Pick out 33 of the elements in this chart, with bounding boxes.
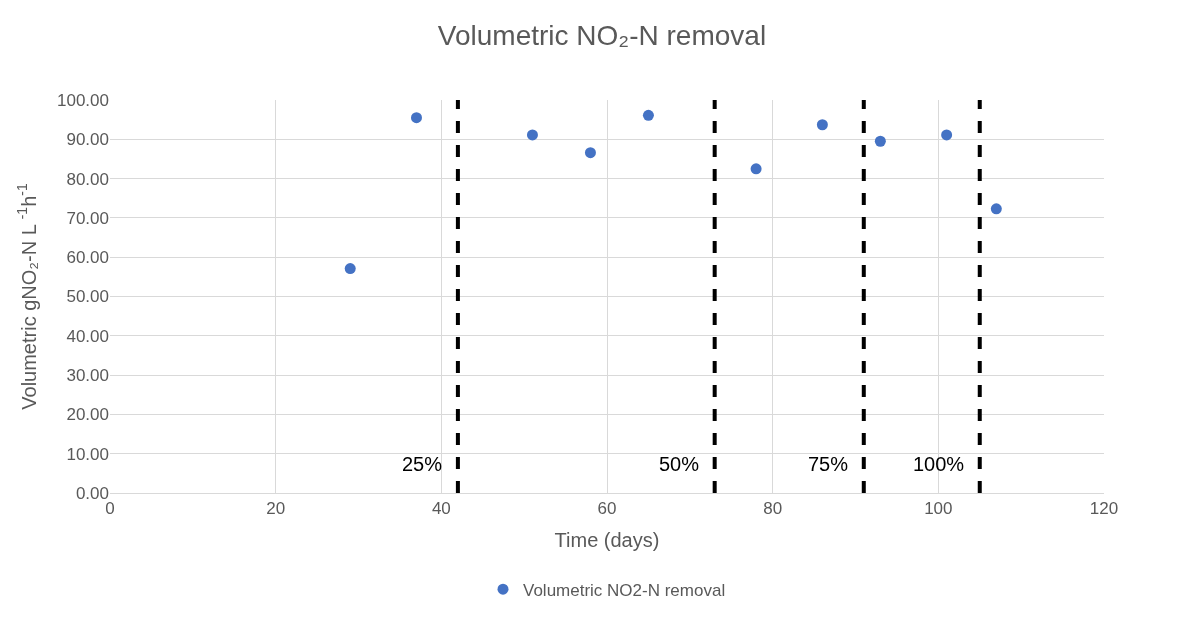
point bbox=[941, 129, 953, 141]
point bbox=[526, 129, 538, 141]
chart-title: Volumetric NO₂-N removal bbox=[437, 19, 767, 51]
annotation: 50% bbox=[659, 453, 700, 475]
point bbox=[344, 263, 356, 275]
y-tick-label: 30.00 bbox=[66, 366, 109, 386]
y-tick-label: 70.00 bbox=[66, 208, 109, 228]
y-tick-label: 100.00 bbox=[57, 90, 109, 110]
point bbox=[990, 203, 1002, 215]
x-axis-title: Time (days) bbox=[554, 528, 660, 551]
point bbox=[642, 109, 654, 121]
point bbox=[874, 135, 886, 147]
annotation: 25% bbox=[402, 453, 443, 475]
y-tick-label: 90.00 bbox=[66, 130, 109, 150]
x-tick-label: 120 bbox=[1089, 499, 1119, 519]
y-tick-label: 50.00 bbox=[66, 287, 109, 307]
point bbox=[410, 112, 422, 124]
point bbox=[584, 147, 596, 159]
legend-label: Volumetric NO2-N removal bbox=[523, 580, 726, 600]
annotation: 75% bbox=[808, 453, 849, 475]
x-tick-label: 80 bbox=[763, 499, 783, 519]
x-tick-label: 40 bbox=[431, 499, 451, 519]
y-tick-label: 40.00 bbox=[66, 326, 109, 346]
x-tick-label: 20 bbox=[266, 499, 286, 519]
y-tick-label: 20.00 bbox=[66, 405, 109, 425]
point bbox=[816, 119, 828, 131]
x-tick-label: 100 bbox=[924, 499, 953, 519]
annotation: 100% bbox=[913, 453, 965, 475]
point bbox=[750, 163, 762, 175]
x-tick-label: 60 bbox=[597, 499, 617, 519]
y-tick-label: 60.00 bbox=[66, 248, 109, 268]
y-tick-label: 10.00 bbox=[66, 444, 109, 464]
y-tick-label: 80.00 bbox=[66, 169, 109, 189]
